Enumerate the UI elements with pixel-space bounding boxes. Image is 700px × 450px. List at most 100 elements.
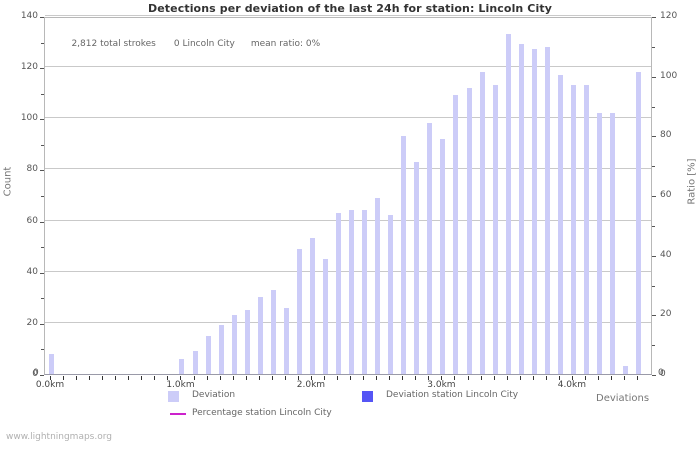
bar bbox=[244, 310, 250, 374]
x-tick-mark bbox=[310, 376, 312, 380]
bar bbox=[583, 85, 589, 374]
plot-annotation: 2,812 total strokes 0 Lincoln City mean ra… bbox=[60, 29, 320, 59]
x-tick-mark bbox=[232, 376, 234, 380]
bar bbox=[231, 315, 237, 374]
x-tick-label: 4.0km bbox=[557, 380, 587, 390]
x-tick-label: 0.0km bbox=[35, 380, 65, 390]
watermark: www.lightningmaps.org bbox=[6, 432, 112, 442]
y-tick-label-left: 140 bbox=[20, 11, 38, 21]
bar bbox=[270, 289, 276, 374]
bar bbox=[218, 325, 224, 374]
y-tick-mark-left bbox=[40, 272, 44, 274]
bar bbox=[518, 44, 524, 374]
bar bbox=[531, 49, 537, 374]
bar bbox=[49, 353, 54, 374]
bar bbox=[336, 212, 342, 374]
y-tick-mark-right bbox=[652, 76, 656, 78]
y-tick-mark-right-minor bbox=[652, 345, 655, 347]
y-tick-label-left: 100 bbox=[20, 113, 38, 124]
y-tick-mark-left bbox=[40, 68, 44, 70]
bar bbox=[257, 297, 263, 374]
y-axis-label-right: Ratio [%] bbox=[686, 158, 698, 205]
bar bbox=[322, 258, 328, 374]
x-tick-label: 2.0km bbox=[296, 380, 326, 390]
legend-color-swatch bbox=[362, 391, 373, 402]
x-tick-mark bbox=[245, 376, 247, 380]
y-tick-label-right: 0 bbox=[660, 369, 666, 379]
bar bbox=[375, 197, 381, 374]
y-tick-mark-left-minor bbox=[41, 144, 44, 146]
x-tick-mark bbox=[337, 376, 339, 380]
plot-area bbox=[44, 15, 652, 375]
annotation-total-strokes: 2,812 total strokes bbox=[71, 39, 156, 49]
gridline bbox=[45, 15, 651, 16]
y-tick-mark-left-minor bbox=[41, 349, 44, 351]
y-tick-mark-right bbox=[652, 255, 656, 257]
gridline bbox=[45, 219, 651, 221]
gridline bbox=[45, 270, 651, 272]
bar bbox=[427, 123, 433, 374]
bar bbox=[192, 351, 198, 374]
x-tick-mark bbox=[89, 376, 91, 380]
y-tick-mark-right bbox=[652, 315, 656, 317]
y-tick-label-left: 120 bbox=[20, 62, 38, 73]
x-tick-mark bbox=[363, 376, 365, 380]
y-tick-mark-right bbox=[652, 17, 656, 18]
y-tick-mark-left bbox=[40, 170, 44, 172]
y-tick-label-right: 40 bbox=[660, 249, 672, 260]
x-tick-mark bbox=[167, 376, 169, 380]
bar bbox=[414, 161, 420, 374]
x-tick-mark bbox=[584, 376, 586, 380]
y-tick-label-left: 40 bbox=[26, 266, 38, 277]
x-tick-mark bbox=[154, 376, 156, 380]
y-tick-mark-right bbox=[652, 136, 656, 138]
y-tick-mark-left bbox=[40, 17, 44, 18]
x-tick-mark bbox=[297, 376, 299, 380]
y-tick-label-right: 20 bbox=[660, 309, 672, 320]
x-tick-mark bbox=[415, 376, 417, 380]
bar bbox=[479, 72, 485, 374]
corner-zero-left: 0 bbox=[33, 368, 39, 378]
x-tick-mark bbox=[271, 376, 273, 380]
annotation-mean-ratio: mean ratio: 0% bbox=[250, 39, 321, 49]
x-tick-mark bbox=[193, 376, 195, 380]
legend-line-marker bbox=[170, 413, 186, 415]
legend-label: Deviation station Lincoln City bbox=[386, 390, 519, 400]
bar bbox=[283, 307, 289, 374]
x-tick-label: 1.0km bbox=[166, 380, 195, 390]
y-tick-mark-right-minor bbox=[652, 225, 655, 227]
bar bbox=[362, 210, 368, 374]
bar bbox=[570, 85, 576, 374]
x-axis-label: Deviations bbox=[596, 393, 650, 404]
x-tick-mark bbox=[545, 376, 547, 380]
x-tick-mark bbox=[63, 376, 65, 380]
gridline bbox=[45, 66, 651, 68]
x-tick-mark bbox=[258, 376, 260, 380]
x-tick-mark bbox=[376, 376, 378, 380]
x-tick-mark bbox=[506, 376, 508, 380]
y-tick-label-left: 80 bbox=[26, 164, 38, 175]
chart-title: Detections per deviation of the last 24h… bbox=[148, 2, 552, 15]
x-tick-mark bbox=[76, 376, 78, 380]
x-tick-mark bbox=[637, 376, 639, 380]
x-tick-mark bbox=[454, 376, 456, 380]
x-tick-mark bbox=[519, 376, 521, 380]
x-tick-mark bbox=[571, 376, 573, 380]
y-tick-label-left: 20 bbox=[26, 317, 38, 328]
bar bbox=[309, 238, 315, 374]
y-tick-mark-right-minor bbox=[652, 106, 655, 108]
y-tick-mark-left-minor bbox=[41, 93, 44, 95]
x-tick-mark bbox=[141, 376, 143, 380]
x-tick-mark bbox=[441, 376, 443, 380]
y-tick-mark-left-minor bbox=[41, 196, 44, 197]
legend-label: Deviation bbox=[192, 390, 236, 400]
x-tick-mark bbox=[323, 376, 325, 380]
x-tick-mark bbox=[467, 376, 469, 380]
x-tick-mark bbox=[624, 376, 626, 380]
gridline bbox=[45, 168, 651, 170]
bar bbox=[544, 46, 550, 374]
bar bbox=[505, 33, 511, 374]
y-tick-mark-right-minor bbox=[652, 46, 655, 48]
x-tick-mark bbox=[611, 376, 613, 380]
